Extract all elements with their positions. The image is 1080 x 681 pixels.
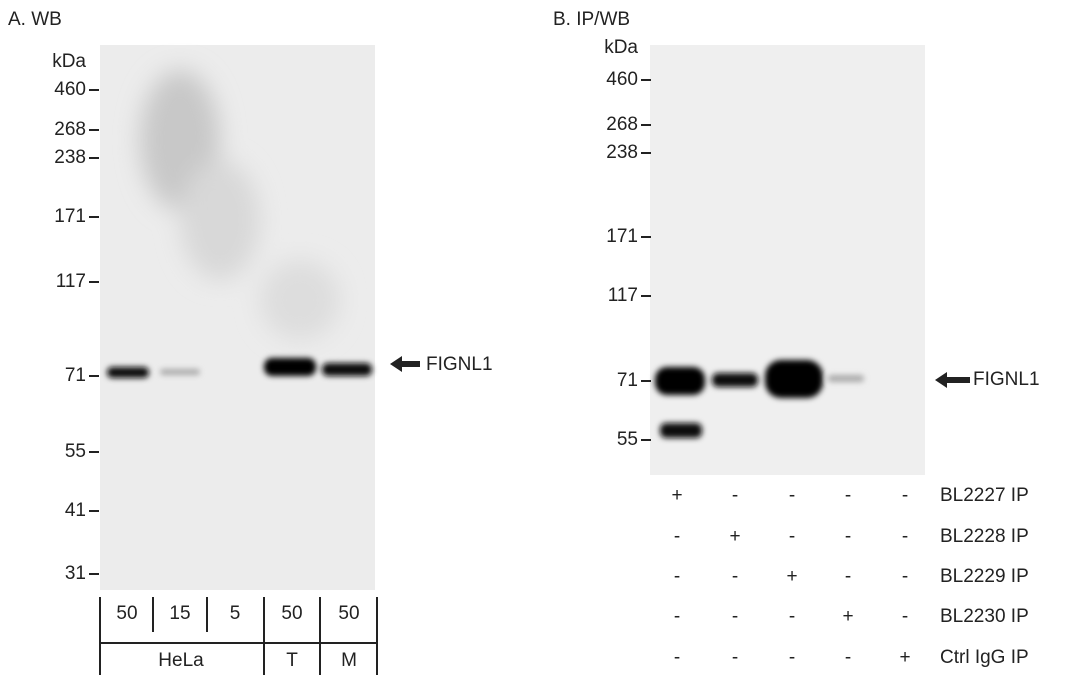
- ip-symbol: -: [902, 606, 908, 627]
- ip-symbol: -: [845, 526, 851, 547]
- marker-label: 268: [606, 114, 638, 135]
- lane-load: 15: [169, 603, 190, 624]
- ip-symbol: +: [729, 526, 740, 547]
- marker-label: 41: [65, 500, 86, 521]
- panel-title: A. WB: [8, 9, 62, 30]
- ip-symbol: +: [786, 566, 797, 587]
- ip-symbol: -: [789, 485, 795, 506]
- marker-label: 71: [65, 365, 86, 386]
- marker-label: 460: [54, 79, 86, 100]
- ip-symbol: +: [899, 647, 910, 668]
- unit-label: kDa: [604, 37, 638, 58]
- ip-symbol: -: [845, 485, 851, 506]
- group-label: M: [341, 650, 357, 671]
- marker-label: 268: [54, 119, 86, 140]
- ip-symbol: -: [674, 526, 680, 547]
- ip-label: BL2228 IP: [940, 526, 1029, 547]
- ip-symbol: -: [674, 606, 680, 627]
- marker-label: 31: [65, 563, 86, 584]
- ip-symbol: -: [789, 606, 795, 627]
- marker-label: 55: [617, 429, 638, 450]
- bands: [107, 358, 864, 438]
- marker-label: 71: [617, 370, 638, 391]
- ip-symbol: -: [902, 526, 908, 547]
- target-label: FIGNL1: [426, 354, 493, 375]
- ip-symbol: +: [842, 606, 853, 627]
- blot-b: [650, 45, 925, 475]
- ip-symbol: -: [902, 566, 908, 587]
- ip-label: BL2227 IP: [940, 485, 1029, 506]
- smear: [140, 70, 340, 340]
- ip-symbol: -: [902, 485, 908, 506]
- lane-load: 50: [281, 603, 302, 624]
- lane-frame: [99, 597, 378, 675]
- lane-load: 50: [338, 603, 359, 624]
- ip-label: BL2229 IP: [940, 566, 1029, 587]
- ip-symbol: -: [789, 526, 795, 547]
- ip-symbol: +: [671, 485, 682, 506]
- arrows: [390, 356, 970, 388]
- lane-load: 5: [230, 603, 241, 624]
- ip-symbol: -: [845, 566, 851, 587]
- ip-symbol: -: [732, 566, 738, 587]
- ip-symbol: -: [732, 485, 738, 506]
- ip-symbol: -: [674, 566, 680, 587]
- lane-load: 50: [116, 603, 137, 624]
- marker-label: 238: [606, 142, 638, 163]
- ip-symbol: -: [732, 647, 738, 668]
- marker-label: 117: [608, 285, 638, 306]
- group-label: HeLa: [158, 650, 204, 671]
- ip-label: BL2230 IP: [940, 606, 1029, 627]
- ip-symbol: -: [674, 647, 680, 668]
- marker-label: 171: [54, 206, 86, 227]
- marker-label: 117: [56, 271, 86, 292]
- marker-label: 460: [606, 69, 638, 90]
- unit-label: kDa: [52, 51, 86, 72]
- marker-label: 55: [65, 441, 86, 462]
- ip-symbol: -: [732, 606, 738, 627]
- target-label: FIGNL1: [973, 369, 1040, 390]
- marker-label: 238: [54, 147, 86, 168]
- marker-label: 171: [606, 226, 638, 247]
- ip-symbol: -: [789, 647, 795, 668]
- ip-label: Ctrl IgG IP: [940, 647, 1029, 668]
- group-label: T: [286, 650, 298, 671]
- ip-symbol: -: [845, 647, 851, 668]
- panel-title: B. IP/WB: [553, 9, 630, 30]
